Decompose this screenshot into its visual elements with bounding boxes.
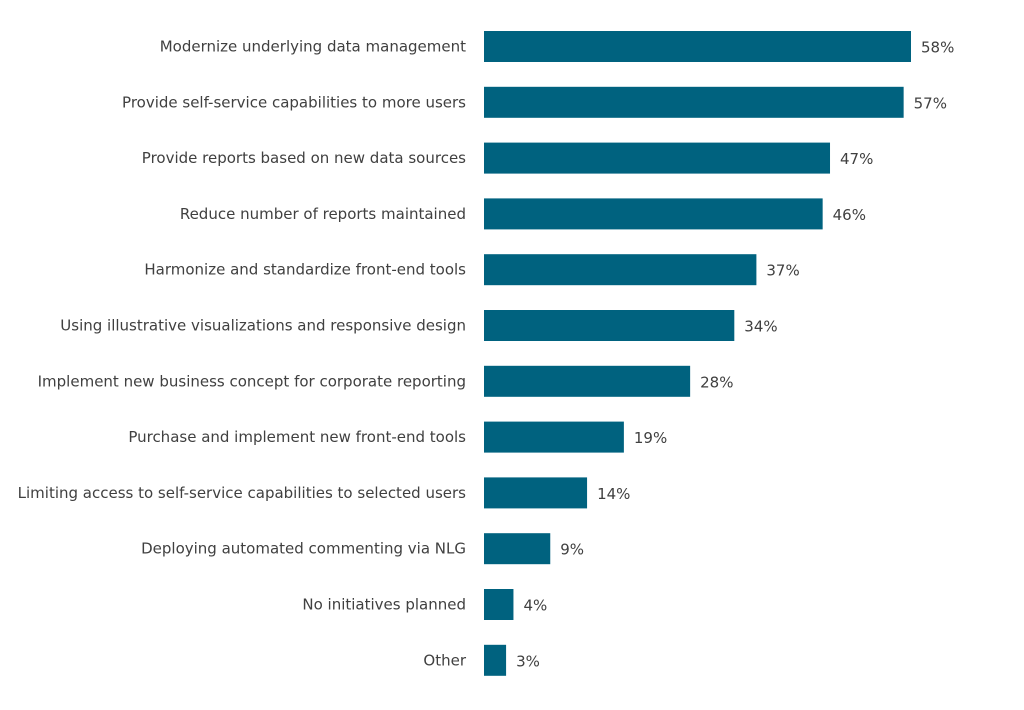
category-label: Other xyxy=(423,651,466,669)
category-label: Purchase and implement new front-end too… xyxy=(128,428,466,446)
value-label: 19% xyxy=(634,429,667,447)
value-label: 14% xyxy=(597,485,630,503)
value-label: 4% xyxy=(523,597,547,615)
category-label: Harmonize and standardize front-end tool… xyxy=(144,261,466,279)
value-label: 58% xyxy=(921,39,954,57)
category-label: Limiting access to self-service capabili… xyxy=(18,484,467,502)
bar xyxy=(484,198,823,230)
bar xyxy=(484,477,588,509)
value-label: 47% xyxy=(840,150,873,168)
bar xyxy=(484,365,691,397)
bar xyxy=(484,589,514,620)
value-label: 34% xyxy=(744,318,777,336)
category-label: Provide self-service capabilities to mor… xyxy=(122,93,466,111)
category-label: Provide reports based on new data source… xyxy=(142,149,466,167)
category-label: Using illustrative visualizations and re… xyxy=(60,317,466,335)
bar xyxy=(484,644,507,676)
bar xyxy=(484,533,551,565)
value-label: 37% xyxy=(766,262,799,280)
category-label: Implement new business concept for corpo… xyxy=(38,372,466,390)
bar xyxy=(484,142,831,174)
bar xyxy=(484,31,911,62)
value-label: 57% xyxy=(914,94,947,112)
category-label: Modernize underlying data management xyxy=(160,38,466,56)
value-label: 28% xyxy=(700,373,733,391)
value-label: 46% xyxy=(833,206,866,224)
category-label: Reduce number of reports maintained xyxy=(180,205,466,223)
category-label: No initiatives planned xyxy=(302,596,466,614)
category-label: Deploying automated commenting via NLG xyxy=(141,540,466,558)
bar xyxy=(484,254,757,286)
value-label: 3% xyxy=(516,652,540,670)
bar xyxy=(484,86,904,118)
bar xyxy=(484,421,624,453)
bar xyxy=(484,310,735,341)
value-label: 9% xyxy=(560,541,584,559)
